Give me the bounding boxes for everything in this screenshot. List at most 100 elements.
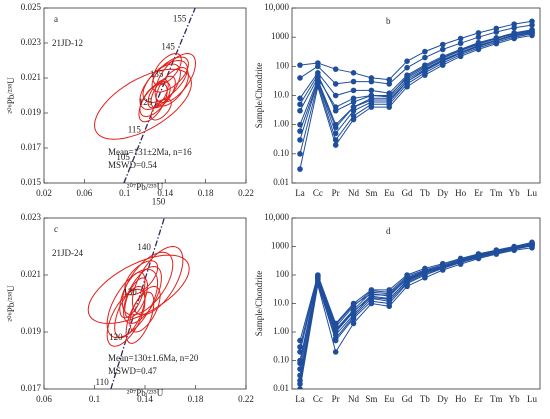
point [386, 296, 393, 303]
age-label: 110 [96, 377, 110, 387]
point [368, 92, 375, 99]
x-tick-label: Ho [455, 188, 466, 198]
point [297, 151, 303, 157]
x-tick-label: 0.22 [238, 394, 254, 404]
y-tick-label: 10,000 [264, 2, 289, 12]
annotation: Mean=130±1.6Ma, n=20 [108, 353, 199, 363]
point [439, 62, 446, 68]
error-ellipse [151, 56, 189, 93]
x-tick-label: Tb [420, 394, 430, 404]
point [511, 245, 517, 252]
error-ellipse [154, 52, 197, 104]
x-tick-label: Tb [420, 188, 430, 198]
x-tick-label: 0.06 [36, 394, 52, 404]
plot-frame [43, 217, 247, 390]
point [457, 258, 464, 264]
point [439, 46, 446, 53]
x-tick-label: Gd [402, 394, 413, 404]
error-ellipse [125, 291, 155, 344]
point [529, 241, 535, 248]
point [297, 360, 303, 367]
age-label: 140 [137, 242, 151, 252]
y-tick-label: 0.019 [21, 107, 42, 117]
series-line [299, 244, 533, 376]
error-ellipse [124, 277, 149, 319]
x-tick-label: Nd [348, 394, 359, 404]
error-ellipse [131, 245, 184, 316]
y-tick-label: 0.10 [273, 148, 289, 158]
age-label: 130 [123, 287, 137, 297]
y-tick-label: 0.023 [21, 37, 42, 47]
y-tick-label: 10.0 [273, 298, 289, 308]
point [315, 78, 321, 85]
point [386, 97, 393, 103]
concordia-curve [110, 218, 165, 389]
x-tick-label: 0.22 [238, 188, 254, 198]
x-tick-label: Gd [402, 188, 413, 198]
x-tick-label: Tm [490, 394, 503, 404]
error-ellipse [139, 63, 181, 111]
point [297, 95, 303, 102]
point [332, 349, 339, 355]
x-tick-label: 0.06 [77, 188, 93, 198]
point [529, 29, 535, 36]
sample-name: 21JD-12 [52, 38, 83, 48]
point [457, 50, 464, 56]
annotation: MSWD=0.47 [108, 366, 157, 376]
series-line [299, 20, 533, 81]
point [350, 308, 357, 314]
y-tick-label: 100 [276, 269, 290, 279]
point [368, 300, 375, 307]
series-line [299, 24, 533, 85]
series-line [299, 244, 533, 364]
point [350, 70, 357, 76]
annotation: MSWD=0.54 [108, 160, 157, 170]
age-label: 120 [109, 332, 123, 342]
panel-label: a [54, 14, 58, 24]
concordia-curve [123, 8, 196, 183]
point [475, 43, 482, 49]
y-tick-label: 0.025 [21, 2, 42, 12]
annotation: Mean=131±2Ma, n=16 [108, 147, 192, 157]
x-tick-label: 0.02 [36, 188, 52, 198]
error-ellipse [155, 66, 189, 107]
point [297, 75, 303, 81]
series-line [299, 241, 533, 341]
point [386, 81, 393, 87]
point [332, 66, 339, 72]
y-tick-label: 1.00 [273, 326, 289, 336]
point [457, 40, 464, 47]
point [439, 263, 446, 270]
point [368, 294, 375, 301]
plot-frame [291, 217, 541, 390]
error-ellipse [138, 82, 168, 123]
y-tick-label: 0.023 [21, 212, 42, 222]
error-ellipse [150, 98, 172, 121]
x-tick-label: 0.14 [137, 394, 153, 404]
x-tick-label: Cc [313, 394, 323, 404]
error-ellipse [106, 288, 146, 347]
y-tick-label: 10.0 [273, 90, 289, 100]
point [475, 30, 482, 36]
point [422, 269, 428, 276]
series-line [299, 33, 533, 154]
point [493, 249, 500, 255]
point [439, 57, 446, 64]
point [493, 29, 500, 35]
point [422, 67, 428, 73]
series-line [299, 29, 533, 99]
y-tick-label: 10,000 [264, 212, 289, 222]
y-axis-label: ²⁰⁶Pb/²³⁸U [6, 77, 16, 114]
point [493, 37, 500, 44]
point [386, 104, 393, 110]
point [332, 337, 339, 344]
point [404, 64, 410, 71]
x-tick-label: Yb [509, 188, 520, 198]
point [511, 24, 517, 31]
point [350, 99, 357, 105]
point [422, 72, 428, 78]
point [529, 22, 535, 28]
series-line [299, 247, 533, 389]
sample-name: 21JD-24 [52, 248, 83, 258]
point [422, 54, 428, 61]
